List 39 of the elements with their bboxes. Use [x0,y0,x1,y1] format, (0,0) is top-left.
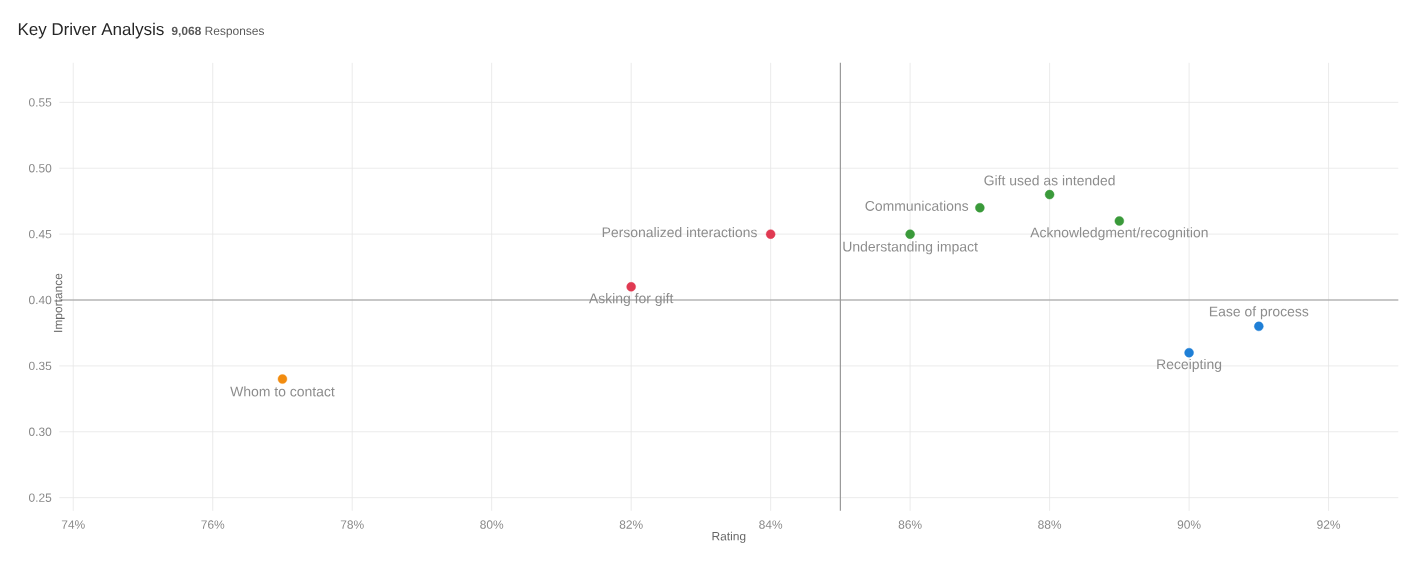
point [1184,348,1194,358]
annotation: Asking for gift [588,293,674,307]
chart-title: Key Driver Analysis [18,22,164,39]
annotation: Whom to contact [230,386,335,397]
point [975,203,985,213]
y-tick-label: 0.35 [28,361,52,371]
annotation: Acknowledgment/recognition [1030,227,1208,241]
x-tick-label: 82% [619,520,643,529]
y-tick-label: 0.30 [28,427,52,436]
annotation: Ease of process [1209,306,1309,320]
x-axis-title: Rating [712,531,746,543]
x-tick-label: 84% [759,520,783,529]
point [1114,216,1125,226]
point [626,282,636,292]
x-tick-label: 92% [1317,520,1341,529]
point [277,374,288,384]
x-tick-label: 76% [201,520,225,529]
x-tick-label: 78% [340,520,364,529]
chart-subtitle: 9,068 Responses [171,26,265,38]
annotation: Gift used as intended [984,175,1115,186]
y-tick-label: 0.50 [28,164,52,173]
point [1044,189,1055,200]
annotation: Receipting [1157,358,1222,372]
y-axis-title: Importance [53,273,65,332]
x-tick-label: 74% [61,520,85,529]
annotation: Communications [865,200,969,211]
y-tick-label: 0.40 [28,295,52,305]
point [1254,321,1264,332]
annotation: Understanding impact [843,241,978,255]
point [765,229,776,239]
annotation: Personalized interactions [602,227,757,238]
x-tick-label: 86% [898,520,922,529]
x-tick-label: 80% [480,520,504,529]
y-tick-label: 0.25 [28,493,52,502]
y-tick-label: 0.45 [28,229,52,239]
x-tick-label: 90% [1177,520,1201,529]
point [905,229,915,239]
y-tick-label: 0.55 [28,98,52,107]
x-tick-label: 88% [1038,520,1062,529]
